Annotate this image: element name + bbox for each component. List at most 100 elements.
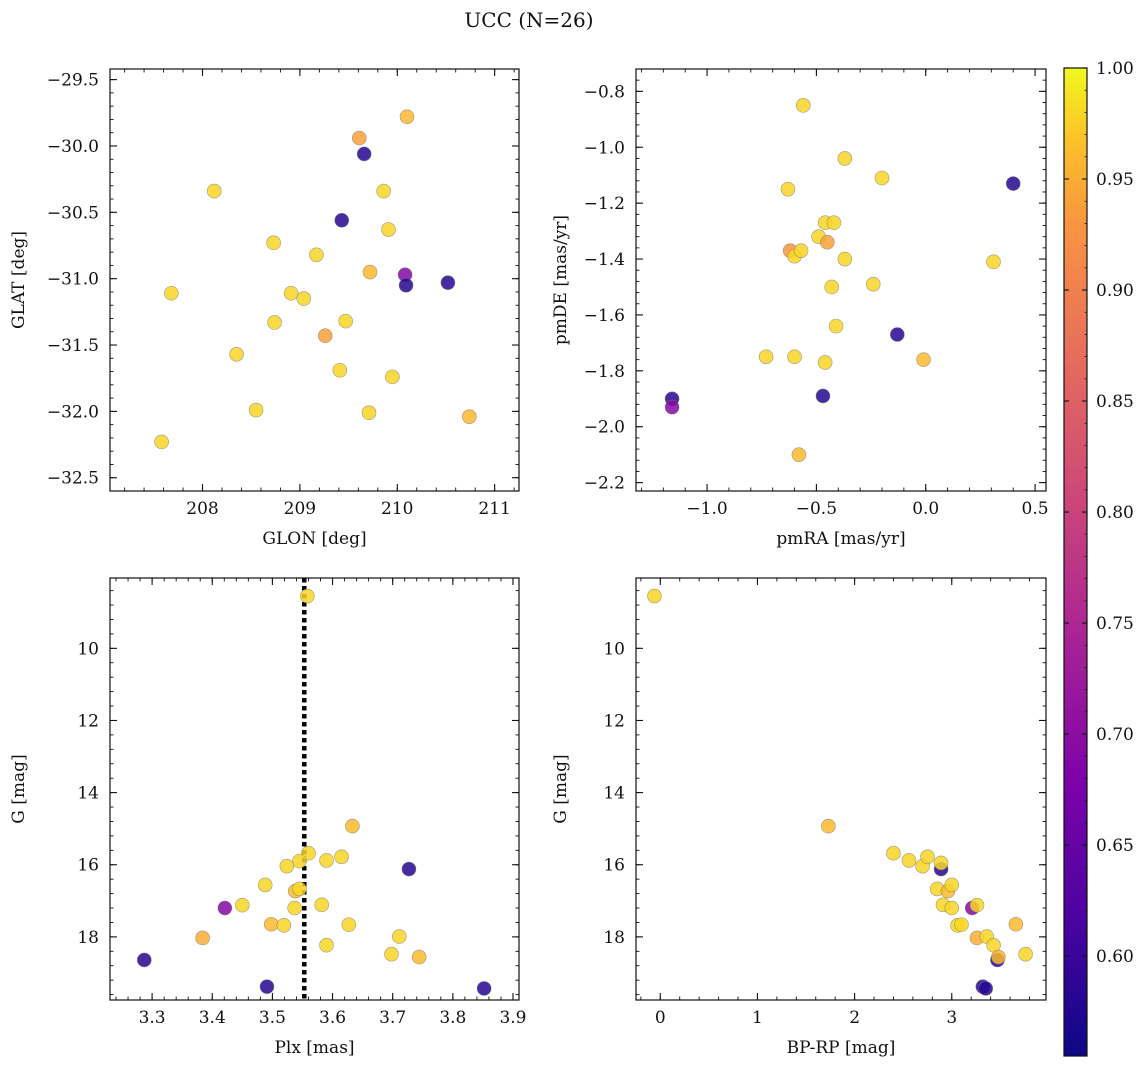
data-point <box>969 897 985 913</box>
x-tick-label: 0 <box>655 1008 666 1028</box>
data-point <box>309 247 324 263</box>
data-point <box>257 877 273 893</box>
data-point <box>362 264 378 280</box>
x-tick-label: −0.5 <box>796 499 837 519</box>
data-point <box>647 588 662 604</box>
data-point <box>944 877 960 893</box>
y-tick-label: −1.0 <box>584 138 625 158</box>
data-point <box>462 409 477 424</box>
y-tick-label: −32.5 <box>47 469 99 489</box>
data-point <box>821 818 836 834</box>
data-point <box>398 278 414 293</box>
data-point <box>828 318 844 334</box>
y-tick-label: 14 <box>77 784 99 804</box>
data-point <box>791 447 807 462</box>
data-point <box>217 900 233 916</box>
scatter-panel-1: 208 209 210 211 −32.5 −32.0 −31.5 −31.0 −30.5 −30… <box>9 68 520 549</box>
data-point <box>164 285 179 301</box>
y-tick-label: −31.0 <box>47 270 99 290</box>
colorbar-tick-label: 1.00 <box>1096 59 1134 79</box>
x-tick-label: 0.5 <box>1022 499 1049 519</box>
data-point <box>817 355 833 370</box>
data-point <box>154 434 169 450</box>
data-point <box>361 405 377 421</box>
data-point <box>299 588 315 604</box>
x-tick-label: 3.6 <box>319 1008 346 1028</box>
data-point <box>986 254 1001 270</box>
x-tick-label: 210 <box>381 499 413 519</box>
x-tick-label: 211 <box>478 499 510 519</box>
x-axis-label: GLON [deg] <box>262 529 366 549</box>
data-point <box>954 917 969 932</box>
plot-frame <box>635 68 1047 492</box>
data-point <box>229 347 244 362</box>
data-point <box>267 315 282 330</box>
y-tick-label: 10 <box>603 639 625 659</box>
data-point <box>978 981 994 996</box>
data-point <box>319 937 334 953</box>
data-point <box>826 215 842 231</box>
y-tick-label: −32.0 <box>47 402 99 422</box>
y-tick-label: 12 <box>77 711 99 731</box>
x-tick-label: −1.0 <box>686 499 727 519</box>
points-layer <box>154 109 477 450</box>
data-point <box>317 328 333 344</box>
colorbar-tick-label: 0.75 <box>1096 614 1134 634</box>
data-point <box>901 853 917 868</box>
y-axis-label: pmDE [mas/yr] <box>551 215 571 345</box>
x-tick-label: 3.5 <box>259 1008 286 1028</box>
x-tick-label: 208 <box>186 499 218 519</box>
y-tick-label: 12 <box>603 711 625 731</box>
data-point <box>341 917 357 932</box>
x-tick-label: 1 <box>752 1008 763 1028</box>
data-point <box>874 170 890 186</box>
points-layer <box>136 578 492 1000</box>
y-axis-label: G [mag] <box>9 754 29 823</box>
data-point <box>787 349 802 365</box>
colorbar-tick-label: 0.65 <box>1096 836 1134 856</box>
data-point <box>865 276 881 292</box>
y-axis-label: GLAT [deg] <box>9 231 29 329</box>
scatter-panel-2: −1.0 −0.5 0.0 0.5 −2.2 −2.0 −1.8 −1.6 −1.4 −1.2 −1… <box>551 68 1049 549</box>
data-point <box>259 979 275 994</box>
y-tick-label: −1.2 <box>584 194 625 214</box>
data-point <box>381 222 396 237</box>
data-point <box>824 279 840 295</box>
data-point <box>248 402 264 418</box>
colorbar: 0.60 0.65 0.70 0.75 0.80 0.85 0.90 0.95 1.00 <box>1063 59 1134 1057</box>
colorbar-tick-label: 0.60 <box>1096 947 1134 967</box>
data-point <box>235 897 250 913</box>
x-axis-label: Plx [mas] <box>274 1038 354 1058</box>
data-point <box>283 285 299 301</box>
data-point <box>411 949 427 965</box>
data-point <box>292 853 307 869</box>
data-point <box>1018 946 1033 962</box>
data-point <box>780 181 796 197</box>
plot-frame <box>109 577 520 1001</box>
data-point <box>476 981 492 996</box>
data-point <box>351 130 367 146</box>
y-tick-label: 18 <box>77 928 99 948</box>
y-tick-label: −30.0 <box>47 137 99 157</box>
x-tick-label: 0.0 <box>912 499 939 519</box>
colorbar-gradient <box>1063 67 1088 1057</box>
data-point <box>401 861 417 877</box>
x-tick-label: 3.9 <box>499 1008 526 1028</box>
colorbar-tick-label: 0.80 <box>1096 503 1134 523</box>
y-tick-label: −2.2 <box>584 474 625 494</box>
x-axis-label: BP-RP [mag] <box>787 1038 896 1058</box>
x-tick-label: 209 <box>284 499 316 519</box>
plot-frame <box>109 68 520 492</box>
y-axis-label: G [mag] <box>551 754 571 823</box>
data-point <box>1008 916 1024 932</box>
data-point <box>399 109 415 125</box>
data-point <box>136 952 152 968</box>
data-point <box>332 362 348 378</box>
data-point <box>206 183 222 199</box>
y-tick-label: −0.8 <box>584 82 625 102</box>
y-tick-label: 16 <box>77 856 99 876</box>
colorbar-tick-label: 0.95 <box>1096 170 1134 190</box>
data-point <box>795 98 811 113</box>
